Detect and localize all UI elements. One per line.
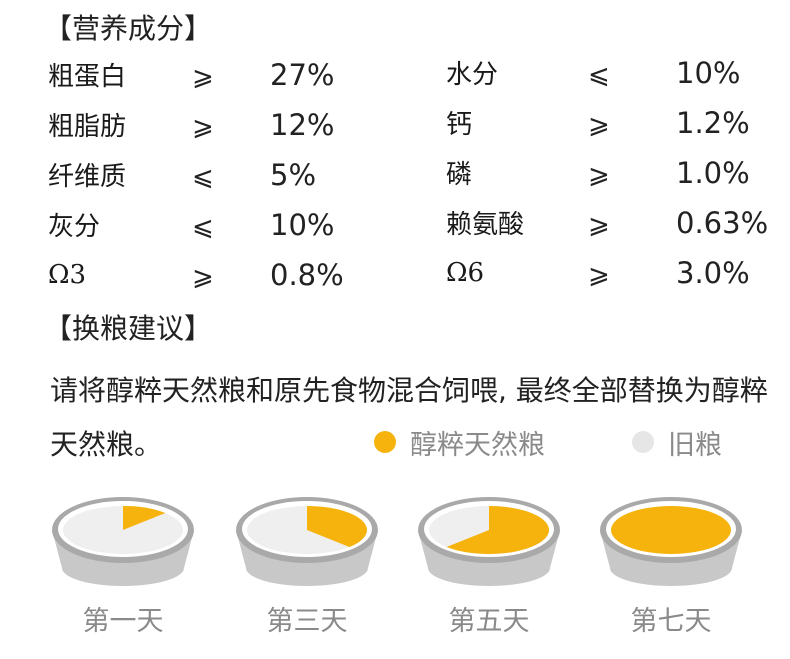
food-bowl-icon	[418, 497, 560, 586]
bowl-day-5: 第五天	[414, 490, 564, 650]
nutrient-name: 赖氨酸	[446, 210, 525, 240]
old-food-dot-icon	[632, 431, 654, 453]
day-label: 第七天	[630, 606, 712, 637]
food-bowl-icon	[236, 497, 378, 586]
nutrient-value: 3.0%	[676, 256, 750, 290]
nutrient-value: 0.8%	[270, 258, 344, 292]
nutrient-name: 灰分	[48, 212, 101, 242]
comparison-symbol: ⩾	[588, 160, 610, 190]
comparison-symbol: ⩽	[192, 162, 214, 192]
legend-label: 醇粹天然粮	[410, 429, 545, 461]
legend-item-old-food: 旧粮	[632, 420, 722, 464]
day-label: 第三天	[266, 606, 348, 637]
nutrient-name: Ω6	[446, 258, 485, 288]
new-food-slice	[123, 506, 166, 530]
comparison-symbol: ⩾	[588, 210, 610, 240]
legend-label: 旧粮	[668, 429, 722, 461]
bowl-day-3: 第三天	[232, 490, 382, 650]
feeding-schedule: 第一天 第三天 第五天 第七天	[0, 490, 790, 659]
nutrient-name: 水分	[446, 60, 499, 90]
nutrient-name: 纤维质	[48, 162, 127, 192]
comparison-symbol: ⩾	[192, 112, 214, 142]
nutrient-value: 27%	[270, 58, 335, 92]
nutrient-value: 1.0%	[676, 156, 750, 190]
old-food	[611, 506, 731, 554]
nutrient-value: 1.2%	[676, 106, 750, 140]
nutrient-name: 粗脂肪	[48, 112, 127, 142]
legend-item-new-food: 醇粹天然粮	[374, 420, 545, 464]
nutrient-name: 粗蛋白	[48, 62, 127, 92]
food-bowl-icon	[52, 497, 194, 586]
bowl-day-1: 第一天	[48, 490, 198, 650]
comparison-symbol: ⩽	[192, 212, 214, 242]
new-food-slice	[446, 506, 549, 554]
switching-advice: 请将醇粹天然粮和原先食物混合饲喂, 最终全部替换为醇粹天然粮。	[50, 374, 768, 461]
new-food-slice	[307, 506, 367, 547]
day-label: 第一天	[82, 606, 164, 637]
comparison-symbol: ⩾	[588, 260, 610, 290]
nutrient-name: Ω3	[48, 260, 87, 290]
nutrient-name: 钙	[446, 110, 473, 140]
comparison-symbol: ⩽	[588, 60, 610, 90]
bowl-day-7: 第七天	[596, 490, 746, 650]
nutrient-value: 0.63%	[676, 206, 769, 240]
comparison-symbol: ⩾	[192, 262, 214, 292]
nutrient-value: 5%	[270, 158, 317, 192]
nutrient-value: 10%	[270, 208, 335, 242]
nutrition-title: 【营养成分】	[44, 12, 213, 45]
switching-title: 【换粮建议】	[44, 312, 213, 345]
nutrient-value: 10%	[676, 56, 741, 90]
nutrient-value: 12%	[270, 108, 335, 142]
comparison-symbol: ⩾	[192, 62, 214, 92]
nutrition-table: 粗蛋白 ⩾ 27% 粗脂肪 ⩾ 12% 纤维质 ⩽ 5% 灰分 ⩽ 10% Ω3…	[0, 0, 790, 300]
new-food-dot-icon	[374, 431, 396, 453]
nutrient-name: 磷	[446, 160, 473, 190]
food-bowl-icon	[600, 497, 742, 586]
comparison-symbol: ⩾	[588, 110, 610, 140]
day-label: 第五天	[448, 606, 530, 637]
